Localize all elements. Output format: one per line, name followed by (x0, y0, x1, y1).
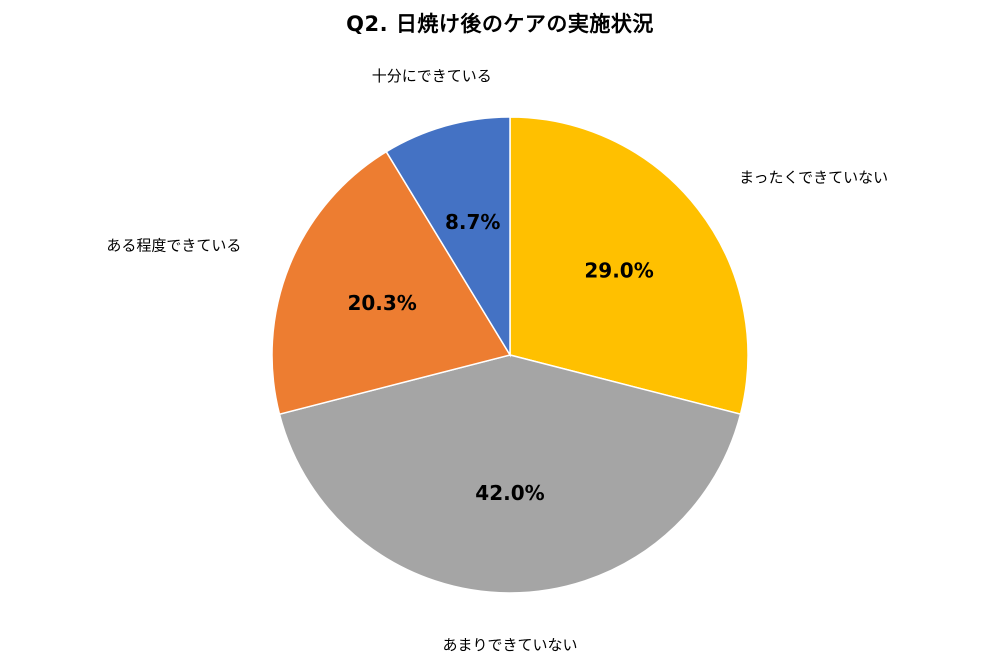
value-label-not-much: 42.0% (475, 481, 544, 505)
slice-somewhat (271, 150, 512, 416)
value-label-somewhat: 20.3% (347, 291, 416, 315)
category-label-fully: 十分にできている (372, 67, 492, 85)
value-label-fully: 8.7% (445, 210, 500, 234)
value-label-not-at-all: 29.0% (584, 258, 653, 282)
slice-not-at-all (509, 116, 749, 416)
category-label-not-at-all: まったくできていない (739, 168, 888, 186)
slice-not-much (278, 354, 742, 594)
chart-title: Q2. 日焼け後のケアの実施状況 (346, 12, 654, 36)
category-label-not-much: あまりできていない (442, 636, 577, 654)
category-label-somewhat: ある程度できている (106, 237, 241, 255)
slice-fully (385, 116, 511, 358)
